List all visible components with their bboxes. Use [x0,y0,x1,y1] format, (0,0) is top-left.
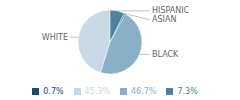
svg-text:HISPANIC: HISPANIC [152,6,190,15]
html-text:0.7%: 0.7% [43,87,64,96]
svg-text:ASIAN: ASIAN [152,15,176,24]
html-text:46.7%: 46.7% [131,87,157,96]
svg-text:WHITE: WHITE [42,33,68,42]
html-text:45.3%: 45.3% [84,87,110,96]
html-text:7.3%: 7.3% [177,87,198,96]
svg-text:BLACK: BLACK [152,50,179,59]
